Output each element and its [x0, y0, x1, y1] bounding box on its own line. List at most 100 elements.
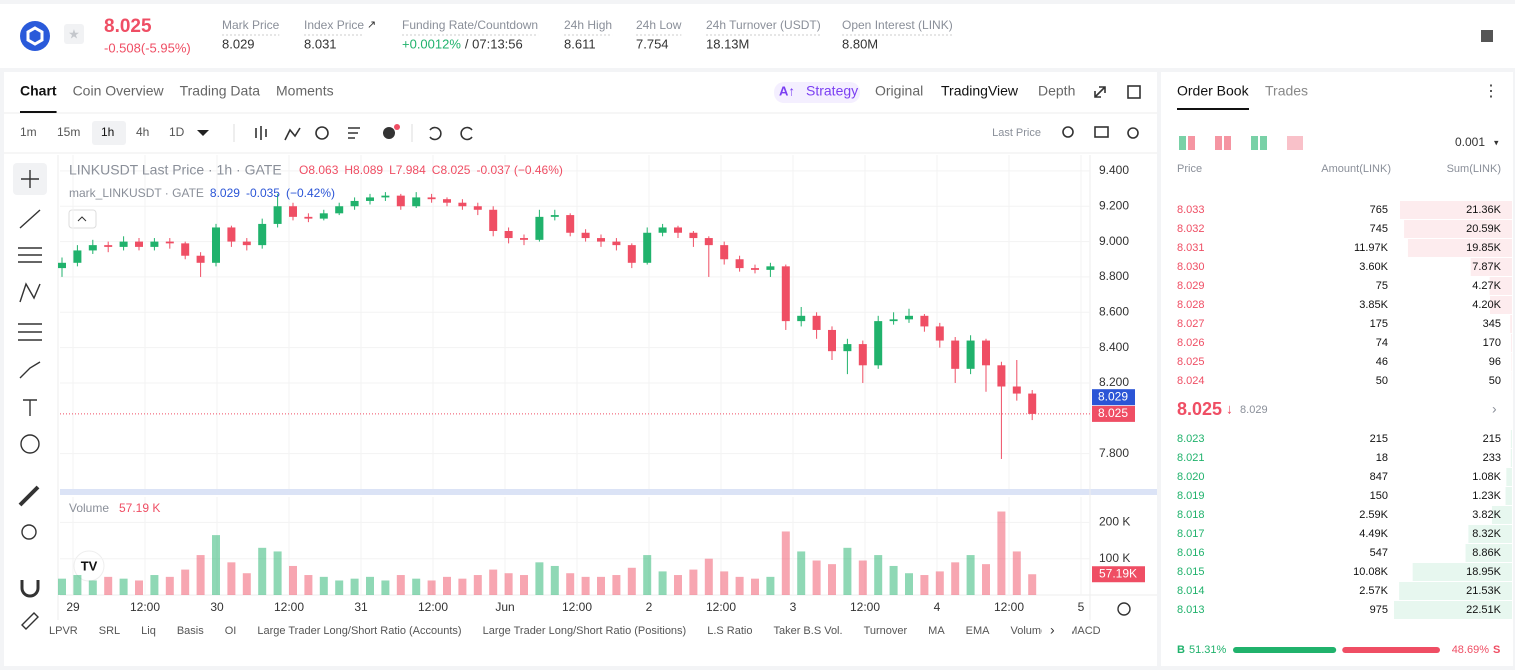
- zoom-tool[interactable]: [21, 524, 37, 540]
- indicator-tab[interactable]: Basis: [177, 625, 204, 637]
- book-sum: 8.32K: [1472, 528, 1501, 540]
- template-icon[interactable]: [348, 127, 360, 139]
- indicator-tab[interactable]: LPVR: [49, 625, 78, 637]
- search-icon[interactable]: [1062, 126, 1074, 138]
- candle-body: [581, 232, 590, 239]
- emoji-tool[interactable]: [20, 434, 40, 454]
- volume-bar: [412, 578, 421, 595]
- book-tab[interactable]: Trades: [1265, 83, 1308, 99]
- depth-bar: [1404, 220, 1512, 238]
- view-mode-icon[interactable]: [1179, 136, 1186, 150]
- indicator-tab[interactable]: Turnover: [864, 625, 908, 637]
- volume-bar: [73, 575, 82, 595]
- book-sum: 4.20K: [1472, 299, 1501, 311]
- indicator-tab[interactable]: MA: [928, 625, 945, 637]
- magnet-tool[interactable]: [20, 580, 40, 598]
- tab[interactable]: Coin Overview: [73, 83, 165, 99]
- depth-bar: [1407, 239, 1512, 257]
- book-price: 8.025: [1177, 356, 1205, 368]
- candle-body: [812, 315, 821, 330]
- interval[interactable]: 1h: [101, 125, 114, 139]
- indicator-tab[interactable]: MACD: [1068, 625, 1100, 637]
- replay-icon[interactable]: [315, 126, 329, 140]
- tab[interactable]: Chart: [20, 83, 57, 99]
- indicator-tab[interactable]: Large Trader Long/Short Ratio (Accounts): [257, 625, 461, 637]
- sell-ratio: 48.69%: [1452, 644, 1490, 656]
- camera-icon[interactable]: [1094, 126, 1109, 138]
- indicator-tab[interactable]: EMA: [966, 625, 991, 637]
- mark-legend: 8.029: [210, 186, 240, 200]
- buy-tag: B: [1177, 644, 1185, 656]
- undo-icon[interactable]: [429, 126, 442, 141]
- price-type[interactable]: Last Price: [992, 127, 1041, 139]
- candle-body: [520, 238, 528, 240]
- volume-bar: [227, 562, 236, 595]
- view-mode-icon[interactable]: [1215, 136, 1222, 150]
- indicator-tab[interactable]: L.S Ratio: [707, 625, 752, 637]
- view-tab[interactable]: TradingView: [941, 83, 1019, 99]
- volume-bar: [905, 573, 913, 595]
- text-tool[interactable]: [23, 399, 37, 416]
- book-tab[interactable]: Order Book: [1177, 83, 1250, 99]
- brush-tool[interactable]: [19, 361, 41, 379]
- layout-icon[interactable]: [1127, 85, 1141, 99]
- indicator-tab[interactable]: Large Trader Long/Short Ratio (Positions…: [483, 625, 687, 637]
- depth-bar: [1510, 430, 1512, 448]
- volume-bar: [858, 560, 867, 595]
- indicator-icon[interactable]: [284, 127, 301, 141]
- channel-tool[interactable]: [18, 247, 42, 263]
- view-mode-icon[interactable]: [1287, 136, 1303, 150]
- ruler-tool[interactable]: [18, 485, 40, 507]
- settings-icon[interactable]: [1127, 127, 1139, 139]
- volume-bar: [812, 560, 821, 595]
- book-price: 8.031: [1177, 242, 1205, 254]
- interval[interactable]: 1D: [169, 125, 185, 139]
- chevron[interactable]: ›: [1492, 401, 1497, 417]
- precision-dropdown[interactable]: ▾: [1494, 137, 1499, 147]
- dropdown-icon[interactable]: [197, 130, 209, 136]
- redo-icon[interactable]: [460, 126, 473, 141]
- view-tab[interactable]: Depth: [1038, 83, 1075, 99]
- line-tool[interactable]: [19, 209, 41, 229]
- fullscreen-icon[interactable]: [1094, 86, 1106, 98]
- collapse-button[interactable]: [68, 209, 97, 229]
- candle-type-icon[interactable]: [255, 126, 267, 140]
- interval[interactable]: 15m: [57, 125, 80, 139]
- strategy-pill[interactable]: [774, 82, 860, 103]
- volume-bar: [828, 564, 836, 595]
- tab[interactable]: Trading Data: [180, 83, 261, 99]
- column-header: Sum(LINK): [1447, 163, 1501, 175]
- lock-tool[interactable]: [21, 612, 39, 630]
- indicator-tab[interactable]: Volume: [1011, 625, 1048, 637]
- menu-icon[interactable]: ⋮: [1483, 83, 1499, 100]
- volume-bar: [612, 575, 621, 595]
- candle-body: [381, 195, 390, 198]
- pattern-tool[interactable]: [19, 282, 41, 303]
- info-icon[interactable]: [1481, 30, 1493, 42]
- stat-value: 8.031: [304, 36, 337, 51]
- view-tab[interactable]: Strategy: [806, 83, 858, 99]
- y-tick-label: 8.600: [1099, 304, 1129, 318]
- indicator-next[interactable]: ›: [1050, 622, 1055, 638]
- view-tab[interactable]: Original: [875, 83, 923, 99]
- add-icon[interactable]: [383, 127, 395, 139]
- indicator-tab[interactable]: OI: [225, 625, 237, 637]
- view-mode-icon[interactable]: [1251, 136, 1258, 150]
- crosshair-tool[interactable]: [21, 170, 39, 188]
- interval[interactable]: 4h: [136, 125, 149, 139]
- interval[interactable]: 1m: [20, 125, 37, 139]
- volume-bar: [242, 573, 251, 595]
- x-tick-label: 12:00: [706, 600, 736, 614]
- indicator-tab[interactable]: SRL: [99, 625, 120, 637]
- indicator-tab[interactable]: Liq: [141, 625, 156, 637]
- fib-tool[interactable]: [18, 323, 42, 341]
- axis-settings[interactable]: [1117, 602, 1131, 616]
- view-mode-icon: [1188, 136, 1195, 150]
- mark-legend: -0.035: [246, 186, 280, 200]
- tab[interactable]: Moments: [276, 83, 334, 99]
- candle-body: [597, 238, 605, 242]
- favorite-button[interactable]: [64, 24, 84, 44]
- candle-body: [766, 266, 775, 270]
- ohlc-legend: O8.063: [299, 163, 339, 177]
- indicator-tab[interactable]: Taker B.S Vol.: [773, 625, 842, 637]
